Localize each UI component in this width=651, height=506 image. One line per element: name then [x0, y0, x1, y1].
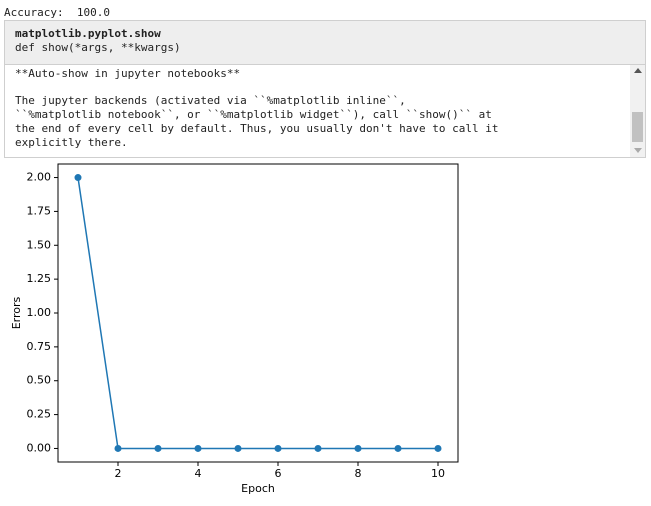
tooltip: matplotlib.pyplot.show def show(*args, *…: [4, 20, 646, 158]
x-tick-label: 6: [275, 467, 282, 480]
data-point: [314, 444, 322, 452]
y-tick-label: 0.75: [27, 340, 52, 353]
data-point: [74, 174, 82, 182]
y-tick-label: 1.25: [27, 272, 52, 285]
y-tick-label: 0.25: [27, 408, 52, 421]
doc-line: ``%matplotlib notebook``, or ``%matplotl…: [15, 108, 492, 121]
data-line: [77, 177, 438, 450]
x-tick-label: 10: [431, 467, 445, 480]
data-point: [354, 444, 362, 452]
output-text: Accuracy: 100.0: [4, 6, 110, 19]
x-tick-label: 8: [355, 467, 362, 480]
data-point: [114, 444, 122, 452]
doc-line: the end of every cell by default. Thus, …: [15, 122, 499, 135]
data-point: [154, 444, 162, 452]
scroll-down[interactable]: [634, 148, 642, 153]
y-tick-label: 1.00: [27, 306, 52, 319]
doc-heading: **Auto-show in jupyter notebooks**: [15, 67, 241, 80]
y-tick-label: 0.00: [27, 441, 52, 454]
x-tick-label: 4: [195, 467, 202, 480]
y-axis-label: Errors: [10, 296, 23, 329]
y-tick-label: 1.50: [27, 238, 52, 251]
y-tick-label: 2.00: [27, 171, 52, 184]
data-point: [394, 444, 402, 452]
data-point: [274, 444, 282, 452]
scroll-thumb[interactable]: [632, 112, 643, 142]
tooltip-name: matplotlib.pyplot.show: [15, 27, 161, 40]
y-tick-label: 0.50: [27, 374, 52, 387]
tooltip-signature: def show(*args, **kwargs): [15, 41, 181, 54]
x-axis-label: Epoch: [241, 482, 275, 495]
plot-frame: [57, 163, 459, 463]
data-point: [194, 444, 202, 452]
x-tick-label: 2: [115, 467, 122, 480]
data-point: [434, 444, 442, 452]
data-point: [234, 444, 242, 452]
y-tick-label: 1.75: [27, 204, 52, 217]
doc-line: explicitly there.: [15, 136, 128, 149]
scroll-up[interactable]: [634, 68, 642, 73]
doc-line: The jupyter backends (activated via ``%m…: [15, 94, 406, 107]
tooltip-header: [5, 21, 645, 65]
scrollbar[interactable]: [630, 65, 645, 157]
